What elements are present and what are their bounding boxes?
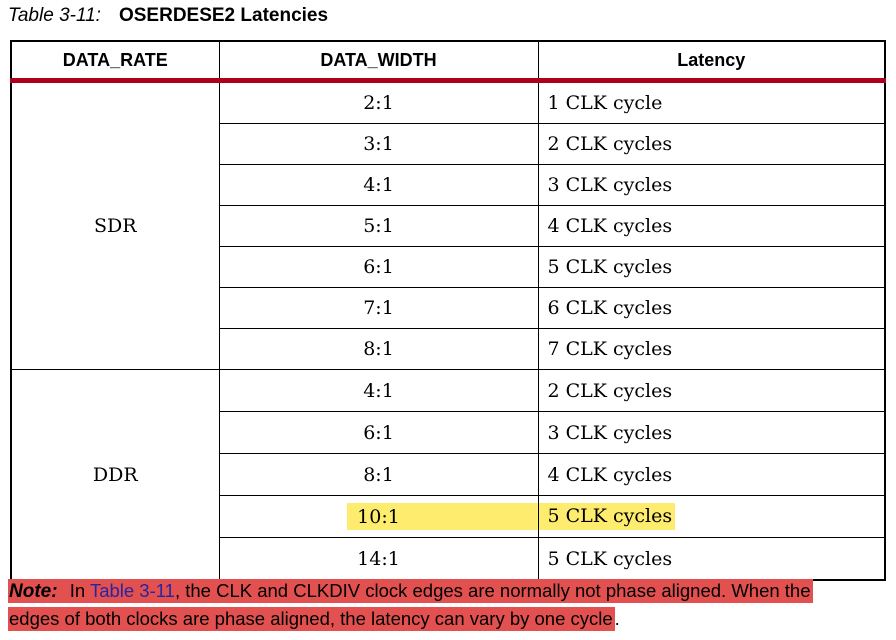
- column-header-latency: Latency: [537, 40, 886, 83]
- table-caption: Table 3-11: OSERDESE2 Latencies: [8, 5, 328, 27]
- table-row: 14:1 5 CLK cycles: [11, 537, 886, 581]
- data-width-cell: 6:1: [218, 411, 539, 454]
- table-row: 8:1 4 CLK cycles: [11, 453, 886, 496]
- table-row-highlighted: 10:1 5 CLK cycles: [11, 495, 886, 538]
- note-text: edges of both clocks are phase aligned, …: [9, 608, 613, 629]
- latency-cell: 4 CLK cycles: [537, 453, 886, 496]
- note-text-tail: .: [614, 608, 620, 629]
- column-header-data-width: DATA_WIDTH: [218, 40, 539, 83]
- note-text: In: [64, 580, 90, 601]
- table-caption-label: Table 3-11:: [8, 5, 101, 26]
- latency-cell: 5 CLK cycles: [537, 246, 886, 288]
- data-width-cell: 8:1: [218, 328, 539, 370]
- latency-cell: 2 CLK cycles: [537, 369, 886, 412]
- data-width-cell: 14:1: [218, 537, 539, 581]
- latency-cell: 3 CLK cycles: [537, 411, 886, 454]
- table-3-11-link[interactable]: Table 3-11: [89, 580, 175, 601]
- data-rate-cell-sdr: SDR: [10, 80, 220, 370]
- note-text: , the CLK and CLKDIV clock edges are nor…: [174, 580, 811, 601]
- note-label: Note:: [9, 581, 58, 602]
- table-row: 3:1 2 CLK cycles: [11, 123, 886, 165]
- latency-cell: 1 CLK cycle: [537, 80, 886, 124]
- table-row: SDR 2:1 1 CLK cycle: [10, 80, 886, 370]
- latency-cell: 2 CLK cycles: [537, 123, 886, 165]
- data-width-cell: 2:1: [218, 80, 539, 124]
- note-paragraph: Note: In Table 3-11, the CLK and CLKDIV …: [8, 577, 892, 632]
- table-row: 7:1 6 CLK cycles: [11, 287, 886, 329]
- note-line-2: edges of both clocks are phase aligned, …: [8, 605, 892, 632]
- data-width-cell: 3:1: [218, 123, 539, 165]
- data-width-cell: 4:1: [218, 164, 539, 206]
- latency-cell: 5 CLK cycles: [537, 537, 886, 581]
- latency-cell: 3 CLK cycles: [537, 164, 886, 206]
- data-width-cell-highlighted: 10:1: [218, 495, 539, 538]
- latency-cell: 7 CLK cycles: [537, 328, 886, 370]
- data-width-cell: 8:1: [218, 453, 539, 496]
- data-width-cell: 5:1: [218, 205, 539, 247]
- data-rate-cell-ddr: DDR: [10, 369, 220, 581]
- table-row: DDR 4:1 2 CLK cycles: [10, 369, 886, 581]
- table-row: 6:1 3 CLK cycles: [11, 411, 886, 454]
- latency-cell: 6 CLK cycles: [537, 287, 886, 329]
- table-row: 4:1 3 CLK cycles: [11, 164, 886, 206]
- latency-cell: 4 CLK cycles: [537, 205, 886, 247]
- data-width-cell: 4:1: [218, 369, 539, 412]
- latency-cell-highlighted: 5 CLK cycles: [537, 495, 886, 538]
- table-caption-title: OSERDESE2 Latencies: [118, 5, 329, 26]
- note-line-1: Note: In Table 3-11, the CLK and CLKDIV …: [8, 577, 892, 605]
- oserdese2-latencies-table: DATA_RATE DATA_WIDTH Latency SDR 2:1 1 C…: [10, 40, 886, 581]
- table-header-row: DATA_RATE DATA_WIDTH Latency: [10, 40, 886, 83]
- data-width-cell: 7:1: [218, 287, 539, 329]
- table-row: 5:1 4 CLK cycles: [11, 205, 886, 247]
- highlighted-latency-text: 5 CLK cycles: [538, 503, 676, 530]
- column-header-data-rate: DATA_RATE: [10, 40, 220, 83]
- data-width-cell: 6:1: [218, 246, 539, 288]
- table-row: 6:1 5 CLK cycles: [11, 246, 886, 288]
- table-row: 8:1 7 CLK cycles: [11, 328, 886, 370]
